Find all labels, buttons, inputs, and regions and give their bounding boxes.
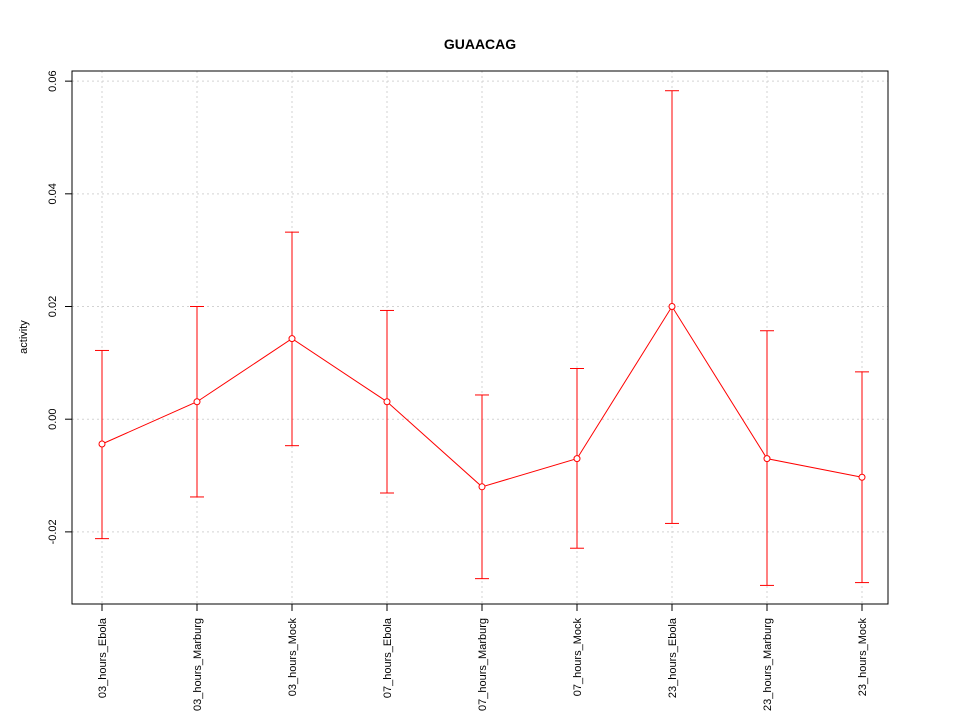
x-tick-label: 07_hours_Ebola — [382, 617, 394, 698]
y-tick-label: 0.02 — [47, 296, 59, 317]
x-tick-label: 07_hours_Mock — [572, 618, 584, 697]
y-tick-label: 0.00 — [47, 408, 59, 429]
data-point — [193, 398, 201, 406]
data-point — [288, 335, 296, 343]
data-point — [763, 455, 771, 463]
x-tick-label: 03_hours_Mock — [287, 618, 299, 697]
x-tick-label: 23_hours_Ebola — [667, 617, 679, 698]
y-axis-label: activity — [18, 320, 30, 354]
x-tick-label: 03_hours_Marburg — [192, 618, 204, 711]
data-point — [98, 440, 106, 448]
x-tick-label: 23_hours_Marburg — [762, 618, 774, 711]
axes: -0.02 0.00 0.02 0.04 0.06 03_hours_Ebola 03_ho… — [47, 70, 869, 711]
x-tick-label: 03_hours_Ebola — [97, 617, 109, 698]
data-point — [858, 473, 866, 481]
grid — [72, 71, 888, 604]
chart-title: GUAACAG — [444, 36, 516, 52]
data-point — [383, 398, 391, 406]
plot-frame — [71, 70, 889, 605]
x-tick-label: 23_hours_Mock — [857, 618, 869, 697]
x-tick-label: 07_hours_Marburg — [477, 618, 489, 711]
series-group — [95, 90, 869, 586]
y-tick-label: -0.02 — [47, 519, 59, 544]
y-tick-label: 0.04 — [47, 183, 59, 204]
data-point — [573, 455, 581, 463]
y-tick-label: 0.06 — [47, 70, 59, 91]
data-point — [668, 303, 676, 311]
data-point — [478, 483, 486, 491]
